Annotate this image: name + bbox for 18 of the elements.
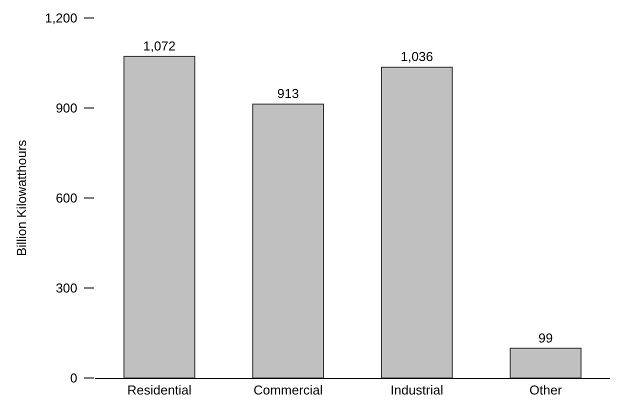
y-tick-label: 1,200 [44,10,78,26]
bar [510,348,582,378]
bar [380,66,453,378]
y-tick-label: 300 [56,280,78,296]
bar [123,56,196,378]
x-tick-label: Residential [127,382,192,398]
y-tick-label: 600 [56,190,78,206]
x-tick-label: Industrial [390,382,444,398]
data-label: 913 [277,86,299,102]
data-label: 1,036 [400,49,434,64]
data-label: 1,072 [143,38,176,54]
y-axis-title: Billion Kilowatthours [14,139,29,256]
y-tick-label: 900 [56,100,78,116]
bar [252,104,324,378]
y-tick-label: 0 [70,370,78,386]
data-label: 99 [538,330,553,346]
x-tick-label: Commercial [253,382,323,398]
x-tick-label: Other [529,382,563,398]
